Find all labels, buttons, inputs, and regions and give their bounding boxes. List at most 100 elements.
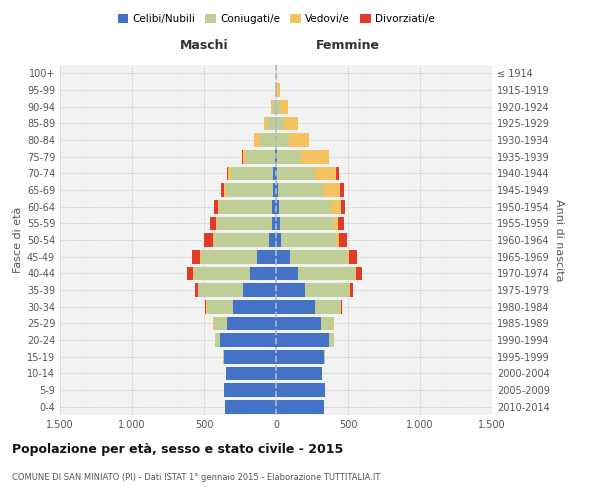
Bar: [290, 250, 347, 264]
Bar: [349, 283, 350, 297]
Bar: [331, 200, 341, 213]
Bar: [243, 283, 276, 297]
Bar: [301, 150, 329, 164]
Bar: [277, 83, 280, 97]
Bar: [268, 116, 276, 130]
Bar: [279, 200, 331, 213]
Bar: [207, 300, 233, 314]
Bar: [219, 200, 272, 213]
Bar: [305, 283, 349, 297]
Bar: [227, 166, 229, 180]
Bar: [257, 250, 276, 264]
Bar: [333, 316, 334, 330]
Bar: [276, 316, 320, 330]
Bar: [271, 100, 273, 114]
Bar: [340, 183, 344, 197]
Bar: [275, 83, 276, 97]
Bar: [215, 333, 220, 347]
Bar: [276, 100, 280, 114]
Text: Maschi: Maschi: [179, 38, 229, 52]
Bar: [276, 216, 280, 230]
Bar: [340, 300, 341, 314]
Bar: [276, 383, 325, 397]
Bar: [224, 383, 276, 397]
Bar: [276, 250, 290, 264]
Bar: [298, 266, 355, 280]
Bar: [227, 316, 276, 330]
Bar: [232, 166, 273, 180]
Bar: [276, 166, 277, 180]
Bar: [197, 283, 198, 297]
Bar: [214, 316, 227, 330]
Bar: [276, 200, 279, 213]
Bar: [276, 83, 277, 97]
Bar: [214, 233, 269, 247]
Bar: [205, 300, 206, 314]
Y-axis label: Fasce di età: Fasce di età: [13, 207, 23, 273]
Bar: [224, 350, 276, 364]
Bar: [277, 166, 315, 180]
Bar: [275, 150, 276, 164]
Bar: [272, 200, 276, 213]
Bar: [277, 150, 301, 164]
Bar: [223, 350, 224, 364]
Text: Popolazione per età, sesso e stato civile - 2015: Popolazione per età, sesso e stato civil…: [12, 442, 343, 456]
Bar: [212, 316, 214, 330]
Bar: [224, 183, 226, 197]
Bar: [272, 216, 276, 230]
Bar: [356, 266, 362, 280]
Bar: [281, 233, 336, 247]
Bar: [276, 116, 284, 130]
Bar: [347, 250, 349, 264]
Bar: [217, 216, 272, 230]
Bar: [273, 100, 276, 114]
Bar: [350, 283, 353, 297]
Bar: [276, 233, 281, 247]
Bar: [220, 333, 276, 347]
Bar: [341, 200, 345, 213]
Bar: [338, 216, 344, 230]
Bar: [200, 250, 201, 264]
Bar: [276, 333, 329, 347]
Bar: [276, 266, 298, 280]
Text: Femmine: Femmine: [316, 38, 380, 52]
Bar: [206, 300, 207, 314]
Bar: [276, 133, 289, 147]
Bar: [269, 233, 276, 247]
Bar: [276, 300, 315, 314]
Bar: [289, 133, 309, 147]
Bar: [194, 283, 197, 297]
Bar: [355, 266, 356, 280]
Bar: [216, 216, 217, 230]
Bar: [187, 266, 193, 280]
Bar: [221, 183, 224, 197]
Bar: [320, 316, 333, 330]
Bar: [204, 233, 214, 247]
Bar: [246, 150, 275, 164]
Bar: [226, 366, 276, 380]
Bar: [273, 166, 276, 180]
Bar: [265, 116, 268, 130]
Bar: [315, 300, 340, 314]
Legend: Celibi/Nubili, Coniugati/e, Vedovi/e, Divorziati/e: Celibi/Nubili, Coniugati/e, Vedovi/e, Di…: [113, 10, 439, 29]
Bar: [280, 100, 288, 114]
Bar: [338, 233, 347, 247]
Bar: [273, 183, 276, 197]
Bar: [337, 166, 338, 180]
Bar: [226, 183, 273, 197]
Bar: [225, 400, 276, 413]
Text: COMUNE DI SAN MINIATO (PI) - Dati ISTAT 1° gennaio 2015 - Elaborazione TUTTITALI: COMUNE DI SAN MINIATO (PI) - Dati ISTAT …: [12, 472, 380, 482]
Bar: [276, 150, 277, 164]
Bar: [276, 283, 305, 297]
Bar: [315, 166, 337, 180]
Bar: [284, 116, 298, 130]
Bar: [260, 133, 276, 147]
Bar: [276, 183, 278, 197]
Bar: [218, 200, 219, 213]
Bar: [323, 183, 340, 197]
Bar: [242, 150, 243, 164]
Bar: [329, 333, 334, 347]
Bar: [278, 183, 323, 197]
Bar: [323, 350, 325, 364]
Bar: [276, 400, 323, 413]
